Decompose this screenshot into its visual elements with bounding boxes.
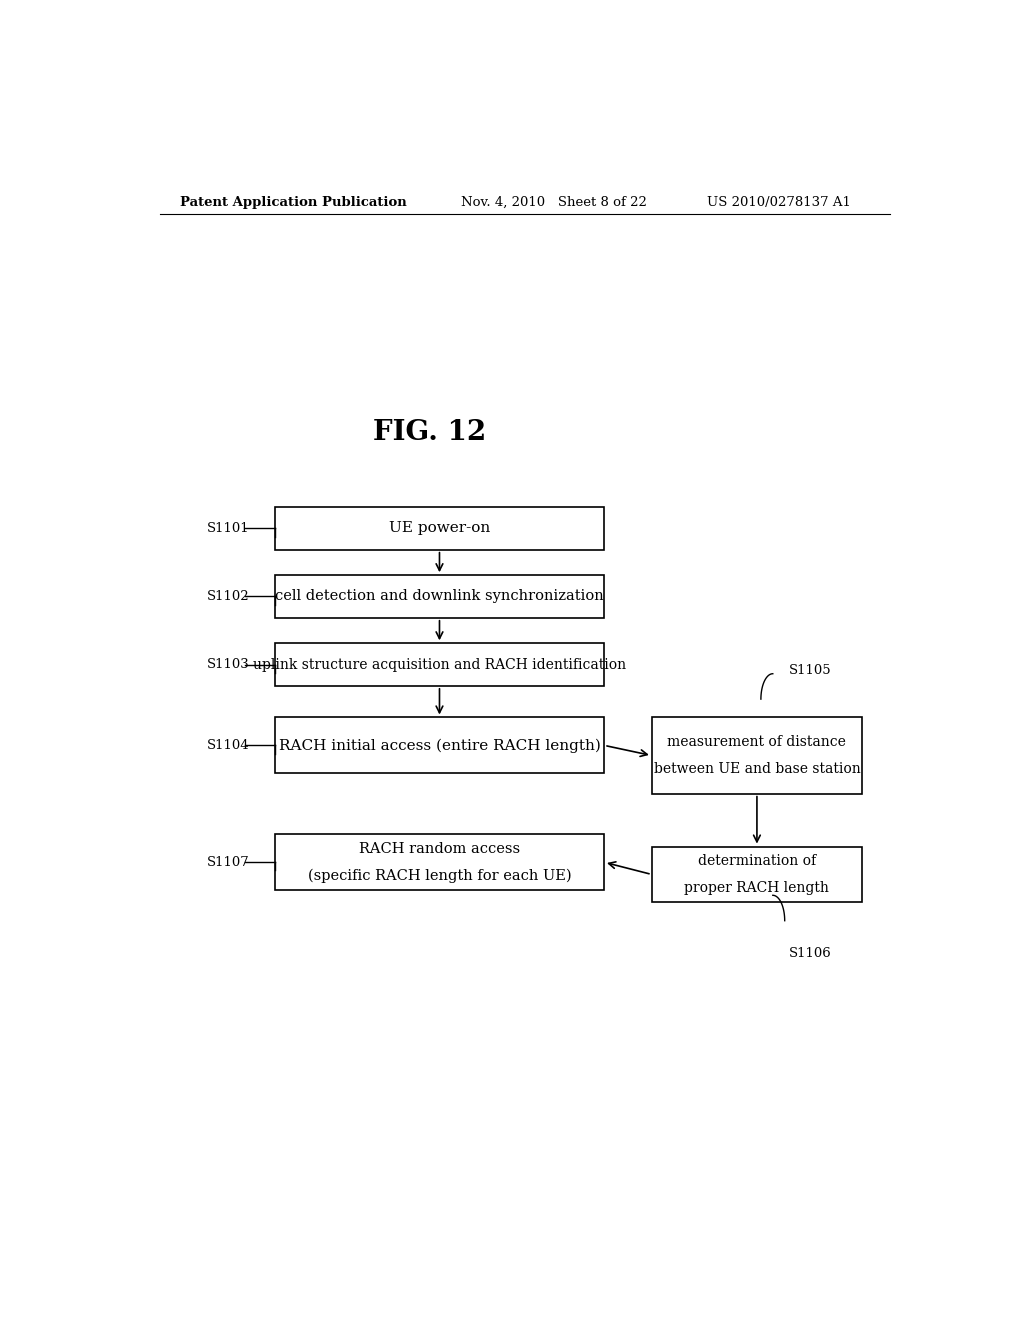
Bar <box>652 846 862 903</box>
Text: S1105: S1105 <box>788 664 831 677</box>
Text: US 2010/0278137 A1: US 2010/0278137 A1 <box>708 195 851 209</box>
Bar <box>274 507 604 549</box>
Text: RACH random access: RACH random access <box>359 842 520 857</box>
Text: (specific RACH length for each UE): (specific RACH length for each UE) <box>307 869 571 883</box>
Text: cell detection and downlink synchronization: cell detection and downlink synchronizat… <box>275 590 604 603</box>
Text: UE power-on: UE power-on <box>389 521 490 536</box>
Text: S1104: S1104 <box>207 739 250 752</box>
Text: uplink structure acquisition and RACH identification: uplink structure acquisition and RACH id… <box>253 657 626 672</box>
Text: proper RACH length: proper RACH length <box>684 880 829 895</box>
Bar <box>274 834 604 890</box>
Text: between UE and base station: between UE and base station <box>653 762 860 776</box>
Text: Patent Application Publication: Patent Application Publication <box>179 195 407 209</box>
Text: Nov. 4, 2010   Sheet 8 of 22: Nov. 4, 2010 Sheet 8 of 22 <box>461 195 647 209</box>
Text: S1103: S1103 <box>207 659 250 671</box>
Text: S1101: S1101 <box>207 521 250 535</box>
Text: S1102: S1102 <box>207 590 250 603</box>
Text: S1107: S1107 <box>207 855 250 869</box>
Bar <box>274 643 604 686</box>
Text: FIG. 12: FIG. 12 <box>373 420 486 446</box>
Text: RACH initial access (entire RACH length): RACH initial access (entire RACH length) <box>279 738 600 752</box>
Bar <box>652 718 862 793</box>
Text: determination of: determination of <box>698 854 816 869</box>
Bar <box>274 576 604 618</box>
Text: measurement of distance: measurement of distance <box>668 735 847 750</box>
Bar <box>274 718 604 774</box>
Text: S1106: S1106 <box>788 946 831 960</box>
